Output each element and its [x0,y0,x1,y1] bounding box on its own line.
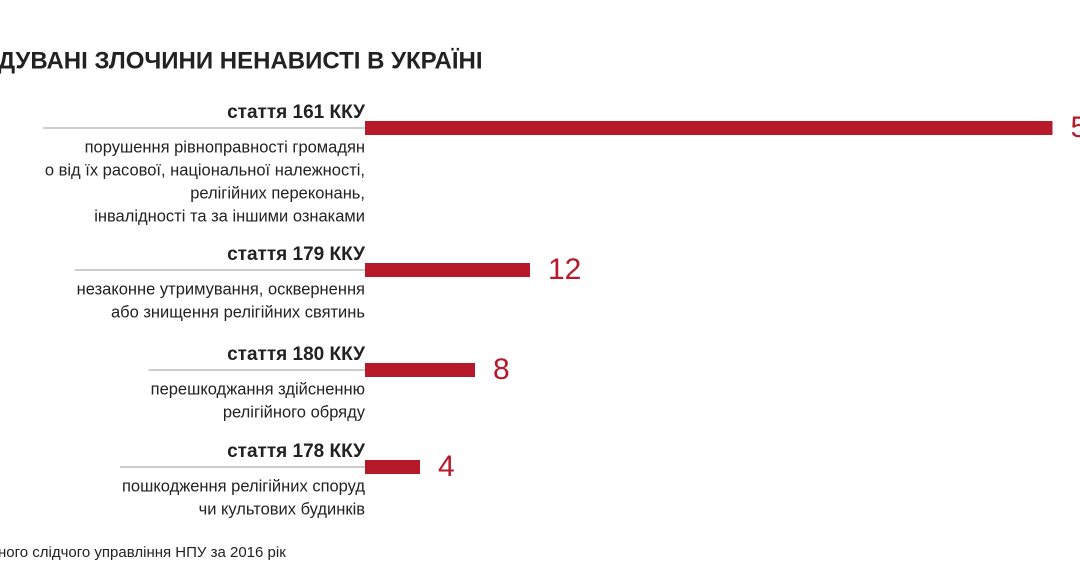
source: ного слідчого управління НПУ за 2016 рік [0,544,286,561]
value-label: 8 [493,353,510,386]
description: чи культових будинків [199,500,366,518]
chart-title: ДУВАНІ ЗЛОЧИНИ НЕНАВИСТІ В УКРАЇНІ [0,47,483,74]
description: релігійного обряду [223,403,366,421]
description: незаконне утримування, осквернення [77,280,365,298]
category-label: стаття 178 ККУ [227,441,365,462]
value-label: 50 [1071,111,1080,144]
description: або знищення релігійних святинь [111,303,365,321]
description: о від їх расової, національної належност… [45,161,365,179]
value-label: 12 [548,253,581,286]
description: пошкодження релігійних споруд [122,477,365,495]
description: перешкоджання здійсненню [151,380,365,398]
value-label: 4 [438,450,455,483]
bar [365,460,420,474]
description: порушення рівноправності громадян [85,138,365,156]
bar [365,263,530,277]
category-label: стаття 180 ККУ [227,344,365,365]
bar [365,363,475,377]
bar [365,121,1053,135]
category-label: стаття 161 ККУ [227,102,365,123]
description: релігійних переконань, [190,184,365,202]
category-label: стаття 179 ККУ [227,244,365,265]
description: інвалідності та за іншими ознаками [94,207,365,225]
